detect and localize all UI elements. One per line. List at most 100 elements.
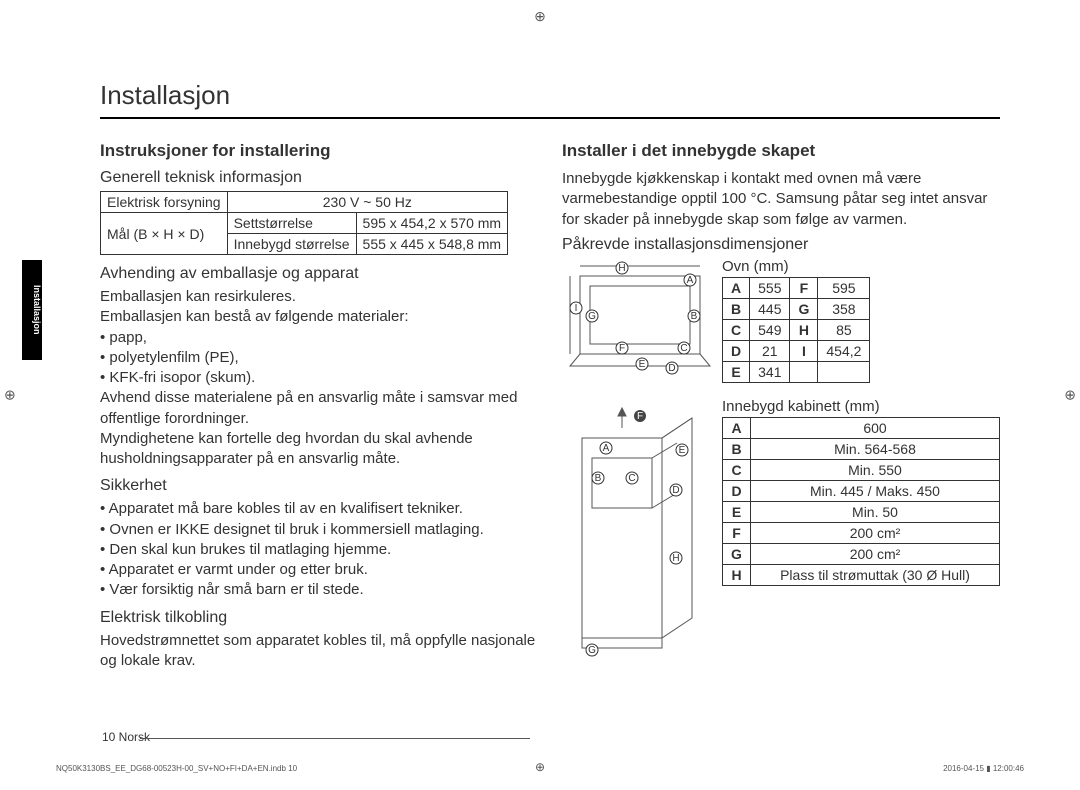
cell: 555 x 445 x 548,8 mm [356, 234, 508, 255]
left-heading: Instruksjoner for installering [100, 141, 538, 161]
svg-text:D: D [668, 363, 675, 374]
right-heading: Installer i det innebygde skapet [562, 141, 1000, 161]
oven-table: A555F595 B445G358 C549H85 D21I454,2 E341 [722, 277, 870, 383]
cell: Settstørrelse [227, 213, 356, 234]
oven-label-D: D [666, 362, 678, 374]
cell: 200 cm² [751, 543, 1000, 564]
svg-text:F: F [619, 343, 625, 354]
cell: 555 [750, 277, 790, 298]
svg-text:C: C [628, 473, 635, 484]
cab-label-F: F [634, 410, 646, 422]
cell: 595 [818, 277, 870, 298]
page-content: Installasjon Instruksjoner for installer… [100, 80, 1000, 671]
cell: B [723, 298, 750, 319]
cabinet-diagram: F A E B C D H G [562, 398, 712, 658]
title-rule [100, 117, 1000, 119]
oven-label-C: C [678, 342, 690, 354]
cell: 230 V ~ 50 Hz [227, 192, 507, 213]
material-list: papp, polyetylenfilm (PE), KFK-fri isopo… [100, 328, 538, 389]
cell: 358 [818, 298, 870, 319]
list-item: polyetylenfilm (PE), [100, 348, 538, 368]
cell: C [723, 459, 751, 480]
cell: B [723, 438, 751, 459]
list-item: Apparatet må bare kobles til av en kvali… [100, 499, 538, 519]
spec-table: Elektrisk forsyning 230 V ~ 50 Hz Mål (B… [100, 191, 508, 255]
svg-text:A: A [687, 275, 694, 286]
cell: G [790, 298, 818, 319]
cell: Min. 50 [751, 501, 1000, 522]
two-column-layout: Instruksjoner for installering Generell … [100, 135, 1000, 671]
list-item: Den skal kun brukes til matlaging hjemme… [100, 540, 538, 560]
footer-page-number: 10 Norsk [102, 730, 150, 744]
cabinet-table-label: Innebygd kabinett (mm) [722, 398, 1000, 415]
cell: A [723, 277, 750, 298]
oven-label-H: H [616, 262, 628, 274]
oven-label-G: G [586, 310, 598, 322]
cell [818, 361, 870, 382]
cabinet-table: A600 BMin. 564-568 CMin. 550 DMin. 445 /… [722, 417, 1000, 586]
oven-table-label: Ovn (mm) [722, 258, 1000, 275]
right-sub1: Påkrevde installasjonsdimensjoner [562, 236, 1000, 254]
table-row: Mål (B × H × D) Settstørrelse 595 x 454,… [101, 213, 508, 234]
cell: Plass til strømuttak (30 Ø Hull) [751, 564, 1000, 585]
paragraph: Hovedstrømnettet som apparatet kobles ti… [100, 631, 538, 672]
list-item: Ovnen er IKKE designet til bruk i kommer… [100, 520, 538, 540]
registration-mark-right: ⊕ [1064, 387, 1076, 404]
svg-text:F: F [637, 411, 643, 422]
paragraph: Emballasjen kan resirkuleres. [100, 287, 538, 307]
left-sub3: Sikkerhet [100, 477, 538, 495]
left-sub1: Generell teknisk informasjon [100, 169, 538, 187]
cab-label-G: G [586, 644, 598, 656]
cell: Mål (B × H × D) [101, 213, 228, 255]
cell: F [723, 522, 751, 543]
side-tab: Installasjon [22, 260, 42, 360]
footer-rule [140, 738, 530, 739]
svg-text:H: H [672, 553, 679, 564]
svg-text:B: B [691, 311, 698, 322]
cell: I [790, 340, 818, 361]
print-meta-timestamp: 2016-04-15 ▮ 12:00:46 [943, 764, 1024, 773]
cell: E [723, 501, 751, 522]
cell: D [723, 340, 750, 361]
page-title: Installasjon [100, 80, 1000, 111]
left-column: Instruksjoner for installering Generell … [100, 135, 538, 671]
oven-label-E: E [636, 358, 648, 370]
cell: 200 cm² [751, 522, 1000, 543]
registration-mark-top: ⊕ [534, 8, 546, 25]
cell: 445 [750, 298, 790, 319]
svg-text:D: D [672, 485, 679, 496]
cell: Innebygd størrelse [227, 234, 356, 255]
list-item: Apparatet er varmt under og etter bruk. [100, 560, 538, 580]
cell: F [790, 277, 818, 298]
cell: G [723, 543, 751, 564]
cell: H [723, 564, 751, 585]
oven-label-I: I [570, 302, 582, 314]
cab-label-E: E [676, 444, 688, 456]
paragraph: Avhend disse materialene på en ansvarlig… [100, 388, 538, 429]
cell: 595 x 454,2 x 570 mm [356, 213, 508, 234]
svg-text:E: E [639, 359, 646, 370]
paragraph: Emballasjen kan bestå av følgende materi… [100, 307, 538, 327]
table-row: Elektrisk forsyning 230 V ~ 50 Hz [101, 192, 508, 213]
svg-text:A: A [603, 443, 610, 454]
list-item: KFK-fri isopor (skum). [100, 368, 538, 388]
oven-label-A: A [684, 274, 696, 286]
cab-label-D: D [670, 484, 682, 496]
cell: C [723, 319, 750, 340]
cell: Elektrisk forsyning [101, 192, 228, 213]
paragraph: Myndighetene kan fortelle deg hvordan du… [100, 429, 538, 470]
cell: 549 [750, 319, 790, 340]
cell: 454,2 [818, 340, 870, 361]
cell: 600 [751, 417, 1000, 438]
oven-diagram: H A I G B F C E D [562, 258, 712, 388]
svg-text:I: I [575, 303, 578, 314]
svg-text:H: H [618, 263, 625, 274]
cell [790, 361, 818, 382]
registration-mark-bottom: ⊕ [535, 760, 545, 774]
oven-label-F: F [616, 342, 628, 354]
cab-label-B: B [592, 472, 604, 484]
cabinet-block: F A E B C D H G Innebygd kabinett (mm) A… [562, 398, 1000, 658]
cell: 85 [818, 319, 870, 340]
cell: Min. 550 [751, 459, 1000, 480]
registration-mark-left: ⊕ [4, 387, 16, 404]
